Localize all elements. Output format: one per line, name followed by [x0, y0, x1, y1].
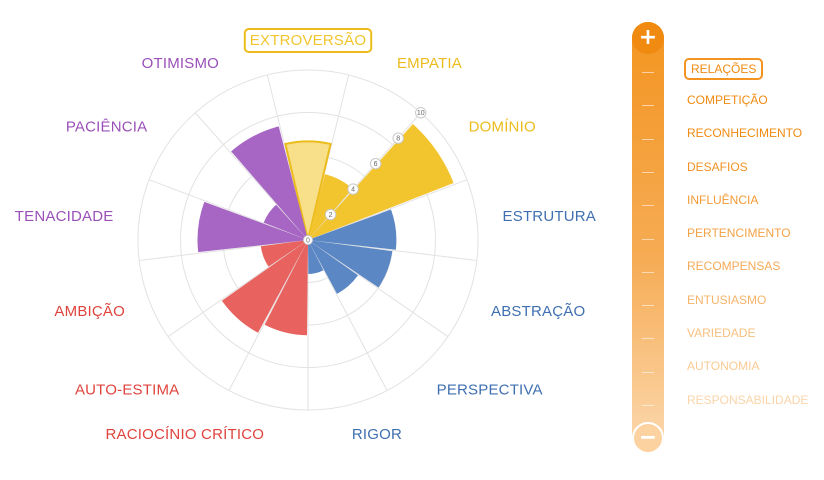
list-item[interactable]: INFLUÊNCIA: [687, 192, 759, 207]
list-item[interactable]: ENTUSIASMO: [687, 292, 767, 307]
petal-otimismo[interactable]: [231, 126, 308, 240]
list-item[interactable]: AUTONOMIA: [687, 359, 760, 374]
tick-marker: [415, 107, 427, 119]
scale-tick: [642, 438, 654, 440]
scale-tick: [642, 105, 654, 107]
petal-extroversão[interactable]: [284, 140, 332, 241]
chart-petals: [197, 124, 454, 336]
axis-label-paciência: PACIÊNCIA: [66, 118, 148, 135]
minus-button[interactable]: −: [632, 422, 664, 454]
grid-spoke: [139, 239, 309, 261]
axis-label-domínio: DOMÍNIO: [469, 118, 536, 135]
scale-tick: [642, 171, 654, 173]
chart-ticks: 2 4 6 8 10 0: [303, 107, 427, 245]
axis-label-empatia: EMPATIA: [397, 55, 462, 72]
polar-area-chart: 2 4 6 8 10 0 EXTROVERSÃO EMPATIA DOMÍNIO ESTRUTU…: [15, 28, 596, 443]
grid-spoke: [167, 239, 309, 337]
list-item[interactable]: RECONHECIMENTO: [687, 126, 803, 141]
axis-label-tenacidade: TENACIDADE: [15, 208, 114, 225]
tick-marker: [324, 208, 337, 221]
plus-button[interactable]: +: [632, 22, 664, 54]
scale-tick: [642, 371, 654, 373]
grid-spoke: [307, 239, 388, 391]
scale-tick: [642, 271, 654, 273]
petal-estrutura[interactable]: [308, 209, 397, 250]
grid-spoke: [228, 239, 309, 391]
petal-abstração[interactable]: [308, 240, 393, 288]
tick-marker: [369, 157, 382, 170]
list-item[interactable]: RECOMPENSAS: [687, 259, 781, 274]
petal-tenacidade[interactable]: [197, 201, 308, 253]
list-item[interactable]: VARIEDADE: [687, 326, 756, 341]
list-item[interactable]: PERTENCIMENTO: [687, 226, 791, 241]
axis-label-extroversão: EXTROVERSÃO: [250, 32, 366, 49]
axis-label-otimismo: OTIMISMO: [142, 55, 219, 72]
axis-label-raciocínio-crítico: RACIOCÍNIO CRÍTICO: [106, 426, 265, 443]
grid-spoke: [307, 239, 477, 261]
scale-bar[interactable]: + −: [632, 22, 664, 454]
petal-ambição[interactable]: [260, 240, 308, 267]
tick-marker: [347, 183, 359, 195]
petal-raciocínio-crítico[interactable]: [264, 240, 308, 336]
scale-tick: [642, 205, 654, 207]
petal-rigor[interactable]: [308, 240, 324, 274]
grid-spoke: [307, 239, 449, 337]
scale-tick: [642, 405, 654, 406]
tick-label: 8: [396, 136, 400, 143]
tick-label: 2: [329, 212, 333, 219]
scale-tick: [642, 305, 654, 307]
petal-perspectiva[interactable]: [308, 240, 358, 294]
relations-header: RELAÇÕES: [684, 58, 764, 80]
axis-label-estrutura: ESTRUTURA: [503, 208, 596, 225]
grid-spoke: [148, 179, 309, 241]
center-label: 0: [306, 237, 310, 244]
scale-tick: [642, 238, 654, 240]
center-marker: [303, 235, 313, 245]
chart-grid: [137, 69, 479, 411]
tick-label: 10: [417, 110, 425, 117]
highlight-box: [243, 28, 373, 53]
axis-label-rigor: RIGOR: [352, 426, 402, 443]
scale-tick: [642, 72, 654, 73]
axis-label-ambição: AMBIÇÃO: [54, 303, 125, 320]
axis-label-perspectiva: PERSPECTIVA: [437, 382, 543, 399]
grid-spoke: [307, 179, 468, 241]
list-item[interactable]: COMPETIÇÃO: [687, 93, 768, 107]
petal-empatia[interactable]: [308, 174, 353, 240]
tick-marker: [392, 132, 404, 144]
petal-auto-estima[interactable]: [221, 240, 308, 333]
petal-paciência[interactable]: [263, 204, 308, 240]
list-item[interactable]: DESAFIOS: [687, 159, 748, 174]
tick-label: 6: [374, 161, 378, 168]
grid-spoke: [194, 112, 309, 241]
chart-axis-labels: EXTROVERSÃO EMPATIA DOMÍNIO ESTRUTURA ABSTRA…: [15, 28, 596, 443]
scale-tick: [642, 338, 654, 340]
scale-tick: [642, 138, 654, 140]
tick-label: 4: [351, 187, 355, 194]
axis-label-abstração: ABSTRAÇÃO: [491, 303, 585, 320]
list-item[interactable]: RESPONSABILIDADE: [687, 392, 809, 407]
petal-domínio[interactable]: [308, 124, 454, 240]
relations-list: RELAÇÕES COMPETIÇÃO RECONHECIMENTO DESAFIO…: [684, 58, 808, 424]
axis-label-auto-estima: AUTO-ESTIMA: [75, 382, 179, 399]
